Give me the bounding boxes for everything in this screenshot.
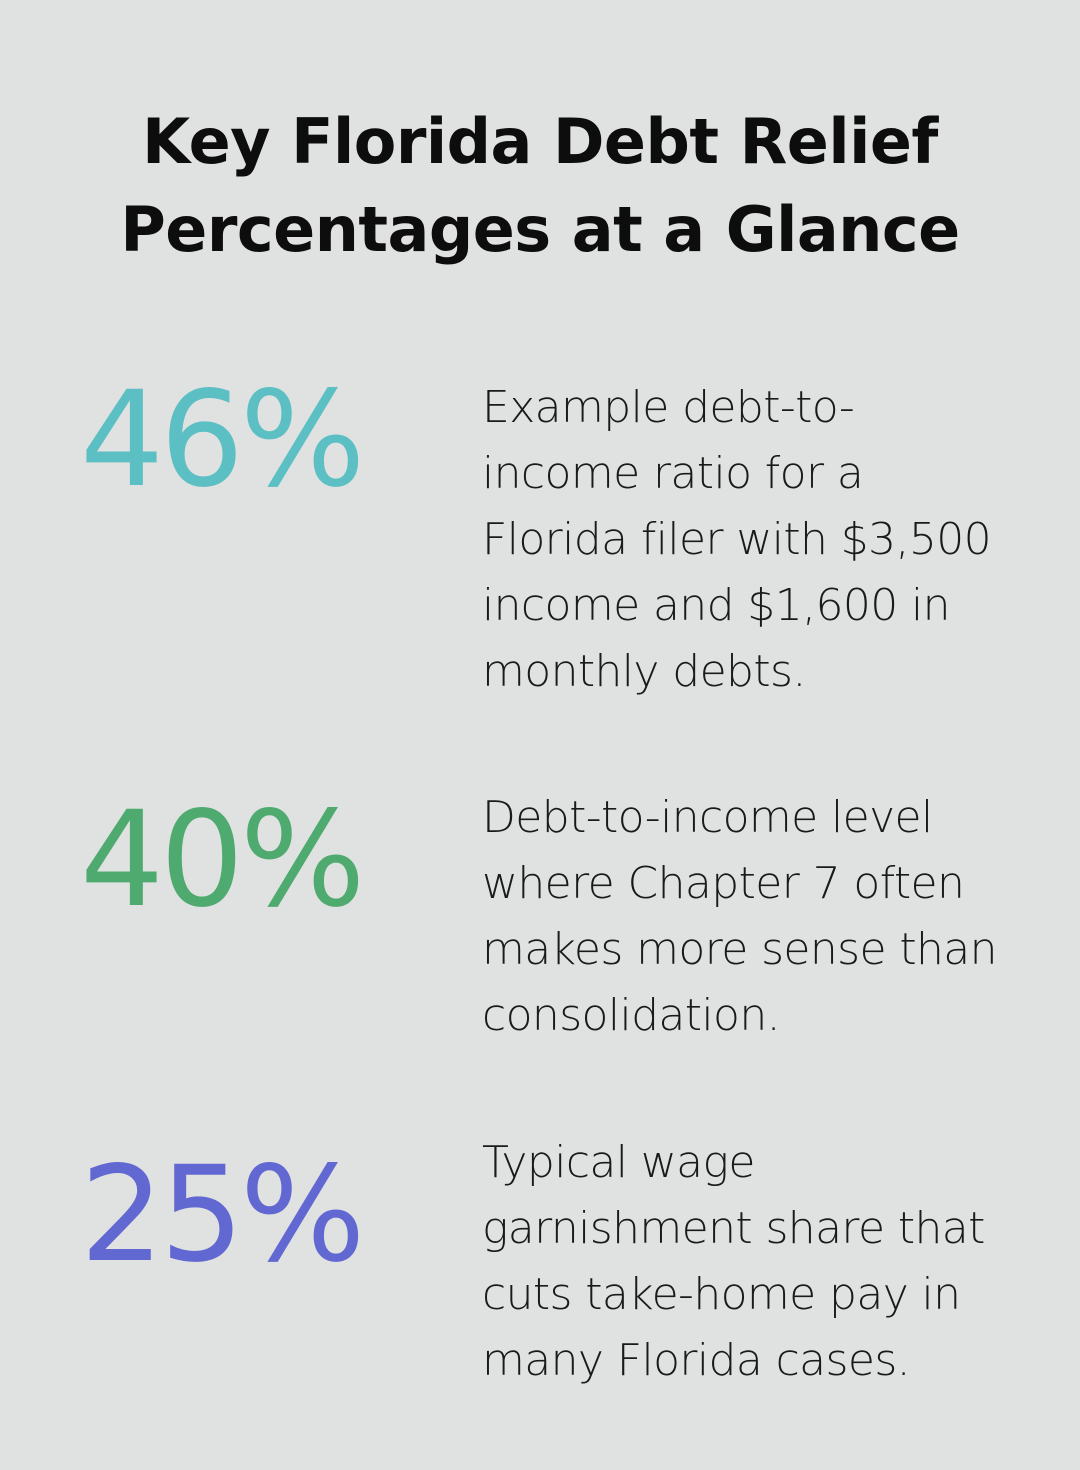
stat-description-line: Florida filer with $3,500 [482, 514, 992, 565]
stat-description-line: Example debt-to- [482, 382, 855, 433]
stat-description-line: many Florida cases. [482, 1335, 911, 1386]
stat-value: 46% [80, 363, 365, 517]
stat-description-line: garnishment share that [482, 1203, 985, 1254]
stat-value: 40% [80, 783, 365, 937]
stat-description-line: consolidation. [482, 990, 781, 1041]
stat-description-line: Debt-to-income level [482, 792, 933, 843]
stat-description-line: makes more sense than [482, 924, 998, 975]
stat-description-line: cuts take-home pay in [482, 1269, 961, 1320]
stat-description-line: income ratio for a [482, 448, 864, 499]
stat-value: 25% [80, 1138, 365, 1292]
stat-description-line: where Chapter 7 often [482, 858, 965, 909]
page-title: Key Florida Debt Relief Percentages at a… [0, 98, 1080, 274]
stat-description: Debt-to-income level where Chapter 7 oft… [482, 785, 1042, 1049]
stat-description-line: income and $1,600 in [482, 580, 951, 631]
stat-description: Typical wage garnishment share that cuts… [482, 1130, 1042, 1394]
title-line-1: Key Florida Debt Relief [142, 105, 938, 178]
stat-description: Example debt-to- income ratio for a Flor… [482, 375, 1042, 705]
stat-description-line: Typical wage [482, 1137, 755, 1188]
stat-description-line: monthly debts. [482, 646, 806, 697]
title-line-2: Percentages at a Glance [120, 193, 960, 266]
